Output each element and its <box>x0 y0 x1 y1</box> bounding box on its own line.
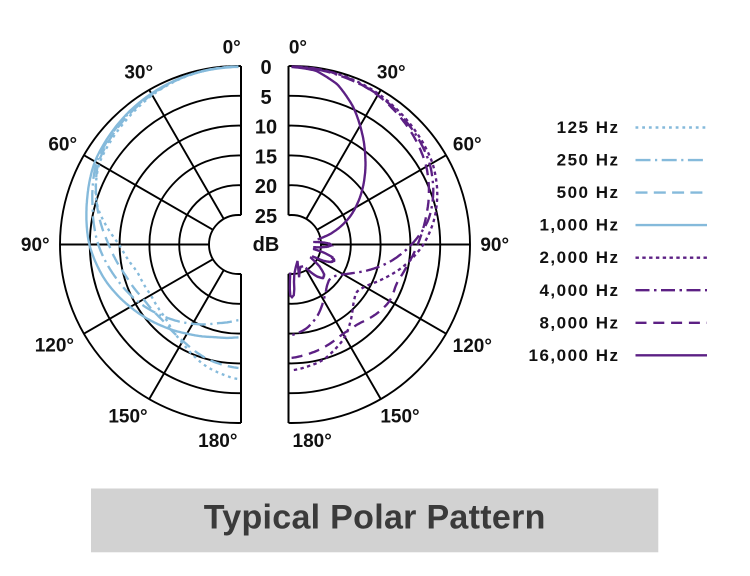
svg-text:2,000 Hz: 2,000 Hz <box>539 248 619 267</box>
svg-text:0°: 0° <box>289 37 307 58</box>
svg-text:180°: 180° <box>293 431 332 452</box>
svg-text:30°: 30° <box>377 63 406 84</box>
svg-text:16,000 Hz: 16,000 Hz <box>529 346 620 365</box>
svg-text:60°: 60° <box>48 135 77 156</box>
svg-text:15: 15 <box>255 146 277 168</box>
svg-text:5: 5 <box>260 87 271 109</box>
svg-text:25: 25 <box>255 206 277 228</box>
svg-text:120°: 120° <box>453 336 492 357</box>
svg-text:Typical Polar Pattern: Typical Polar Pattern <box>204 499 546 537</box>
svg-text:90°: 90° <box>21 235 50 256</box>
svg-text:150°: 150° <box>108 406 147 427</box>
svg-text:150°: 150° <box>380 407 419 428</box>
svg-text:30°: 30° <box>124 63 153 84</box>
svg-text:250 Hz: 250 Hz <box>557 151 620 170</box>
svg-text:8,000 Hz: 8,000 Hz <box>539 313 619 332</box>
svg-text:125 Hz: 125 Hz <box>557 118 620 137</box>
svg-text:4,000 Hz: 4,000 Hz <box>539 281 619 300</box>
svg-text:dB: dB <box>253 234 280 256</box>
svg-text:180°: 180° <box>198 431 237 452</box>
svg-text:0°: 0° <box>223 38 241 59</box>
svg-text:10: 10 <box>255 117 277 139</box>
svg-text:1,000 Hz: 1,000 Hz <box>539 216 619 235</box>
svg-text:90°: 90° <box>480 235 509 256</box>
svg-text:0: 0 <box>260 57 271 79</box>
svg-text:120°: 120° <box>35 336 74 357</box>
svg-text:500 Hz: 500 Hz <box>557 183 620 202</box>
svg-text:60°: 60° <box>453 135 482 156</box>
svg-text:20: 20 <box>255 176 277 198</box>
